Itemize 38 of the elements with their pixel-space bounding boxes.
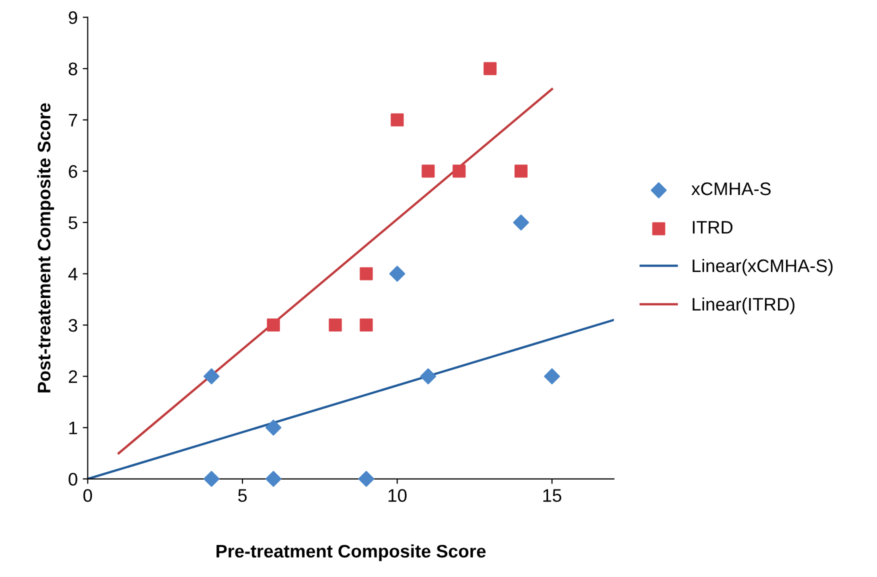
y-tick-label: 6 [68,165,78,178]
point [389,266,406,282]
y-tick-label: 7 [68,114,78,126]
point [452,164,466,178]
point [484,62,497,76]
y-tick-label: 5 [68,216,78,230]
legend-label: Linear(ITRD) [692,297,794,314]
y-tick-label: 9 [68,11,78,24]
y-axis-title: Post-treatement Composite Score [37,103,54,392]
x-tick-label: 5 [238,489,247,502]
y-tick-label: 2 [68,370,78,383]
point [390,113,404,126]
point [360,318,373,332]
point [513,214,530,230]
y-tick-label: 4 [68,268,78,280]
y-tick-label: 0 [68,472,78,486]
x-tick-label: 15 [543,489,562,502]
legend-label: ITRD [692,221,732,234]
point [514,164,528,178]
y-tick-label: 3 [68,318,78,332]
x-axis-title: Pre-treatment Composite Score [216,544,486,562]
point [420,368,436,384]
point [266,318,280,332]
point [204,470,220,487]
x-tick-label: 10 [388,489,407,502]
point [328,318,342,332]
x-tick-label: 0 [83,489,92,502]
y-tick-label: 8 [68,62,78,76]
point [265,470,282,487]
legend-label: xCMHA-S [691,182,771,196]
point [544,368,560,384]
point [360,267,373,280]
point [422,164,435,178]
legend-label: Linear(xCMHA-S) [692,258,833,276]
point [358,470,374,487]
y-tick-label: 1 [69,422,78,434]
point [204,368,220,384]
point [265,420,282,436]
